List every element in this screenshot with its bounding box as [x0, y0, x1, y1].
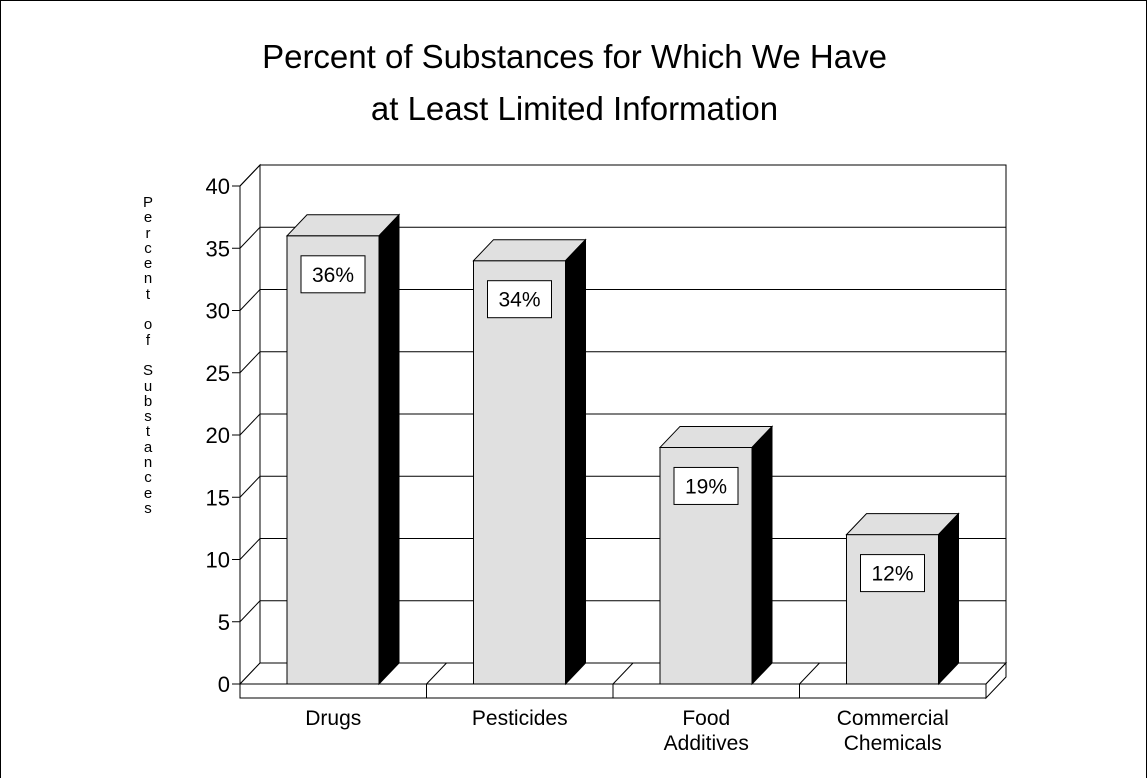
y-axis-label-letter: t: [145, 423, 151, 441]
bar: [658, 425, 774, 686]
y-axis-label-letter: P: [142, 194, 153, 211]
chart-title-line-2: at Least Limited Information: [370, 90, 779, 127]
y-tick-label: 40: [206, 174, 230, 199]
bar-front: [473, 260, 566, 685]
y-tick-label: 25: [206, 361, 230, 386]
data-label: 19%: [685, 475, 727, 498]
category-label: Food: [682, 707, 730, 730]
category-label: Drugs: [305, 707, 361, 730]
data-label: 34%: [498, 289, 540, 312]
gridline-side: [239, 600, 261, 623]
floor-divider-depth: [426, 662, 447, 685]
bar-side: [565, 238, 586, 686]
gridline-side: [239, 351, 261, 374]
y-axis-label-letter: o: [143, 316, 153, 334]
chart-title: Percent of Substances for Which We Have …: [1, 31, 1146, 135]
bar: [285, 213, 401, 686]
y-axis-label-letter: n: [143, 270, 153, 288]
bar-side: [751, 425, 773, 686]
gridline-side: [239, 413, 261, 436]
category-label: Commercial: [837, 707, 949, 730]
data-label-box: [300, 255, 366, 294]
gridline-side: [239, 475, 261, 498]
gridline-side: [239, 164, 261, 187]
category-label: Pesticides: [472, 707, 568, 730]
y-tick-label: 30: [206, 299, 230, 324]
y-axis-label-letter: s: [144, 408, 152, 426]
bar-side: [938, 512, 959, 686]
labels-layer: 0 5 10 15 20 25 30 35 40 36% Drugs 34% Pesticides 19%…: [206, 174, 949, 755]
y-tick-label: 35: [206, 236, 230, 261]
data-label: 12%: [871, 563, 913, 586]
y-axis-label-letter: a: [143, 438, 153, 456]
category-label: Chemicals: [844, 732, 942, 755]
y-tick-label: 15: [206, 485, 230, 510]
chart-title-line-1: Percent of Substances for Which We Have: [262, 38, 887, 75]
y-axis-label-letter: t: [145, 285, 151, 303]
data-label-box: [860, 554, 925, 593]
bars-layer: [285, 213, 960, 686]
y-axis-label-letter: c: [144, 469, 152, 487]
y-axis-label-letter: n: [143, 454, 153, 472]
category-label: Additives: [664, 732, 749, 755]
y-axis-label-letter: r: [145, 224, 151, 242]
floor-divider-depth: [799, 662, 820, 685]
y-axis-label-letter: f: [145, 331, 151, 349]
gridline-side: [239, 289, 261, 311]
y-axis-label-letter: e: [143, 255, 153, 273]
bar: [845, 512, 960, 686]
floor-divider-depth: [612, 662, 634, 685]
bar-front: [286, 235, 380, 685]
y-tick-label: 20: [206, 423, 230, 448]
y-axis-label-letter: e: [143, 209, 153, 227]
gridline-side: [239, 226, 261, 249]
data-label-box: [673, 466, 739, 505]
y-tick-label: 0: [218, 672, 230, 697]
y-axis-label-letter: b: [143, 392, 153, 410]
data-label: 36%: [312, 264, 354, 287]
y-tick-label: 10: [206, 548, 230, 573]
y-axis-label-letter: c: [144, 239, 152, 257]
y-tick-label: 5: [218, 610, 230, 635]
bar: [472, 238, 587, 686]
floor-layer: [238, 661, 1008, 700]
y-axis-label-letter: s: [144, 499, 152, 517]
gridline-side: [239, 538, 261, 560]
data-label-box: [487, 280, 552, 319]
y-axis-label-letter: S: [142, 362, 153, 380]
bar-side: [378, 213, 400, 686]
y-axis-label-letter: e: [143, 484, 153, 502]
y-axis-label-letter: u: [143, 377, 153, 395]
floor-side: [985, 661, 1007, 700]
